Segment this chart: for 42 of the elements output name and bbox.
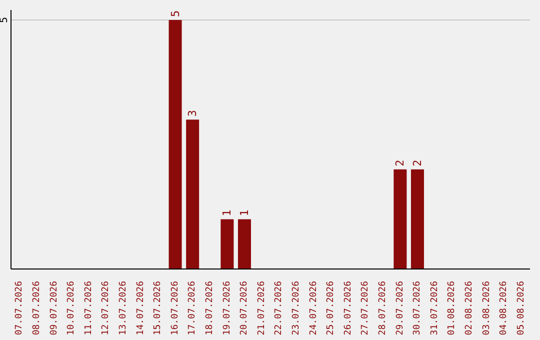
x-tick-label: 14.07.2026 [136, 281, 146, 336]
x-tick-label: 17.07.2026 [188, 281, 198, 336]
x-tick-label: 16.07.2026 [170, 281, 180, 336]
x-tick-label: 20.07.2026 [240, 281, 250, 336]
x-tick-label: 07.07.2026 [14, 281, 25, 336]
bar [186, 120, 200, 269]
x-tick-label: 18.07.2026 [204, 281, 215, 336]
x-tick-label: 01.08.2026 [447, 281, 458, 336]
x-tick-label: 22.07.2026 [274, 281, 284, 336]
x-tick-label: 11.07.2026 [84, 281, 94, 336]
x-tick-label: 09.07.2026 [49, 281, 60, 336]
data-label: 2 [394, 160, 407, 166]
x-tick-label: 24.07.2026 [308, 281, 319, 336]
data-label: 3 [186, 110, 200, 117]
x-tick-label: 04.08.2026 [499, 281, 510, 336]
x-tick-label: 30.07.2026 [412, 281, 423, 336]
x-tick-label: 08.07.2026 [32, 281, 42, 336]
bar [410, 169, 424, 269]
x-tick-label: 10.07.2026 [66, 281, 77, 336]
data-label: 2 [410, 160, 424, 166]
bar [168, 20, 182, 269]
x-tick-label: 29.07.2026 [395, 281, 406, 336]
x-tick-label: 19.07.2026 [222, 281, 232, 336]
x-tick-label: 23.07.2026 [291, 281, 302, 336]
x-tick-label: 21.07.2026 [256, 281, 267, 336]
x-tick-label: 27.07.2026 [360, 281, 371, 336]
x-tick-label: 02.08.2026 [464, 281, 474, 336]
x-tick-label: 31.07.2026 [430, 281, 440, 336]
data-label: 5 [168, 10, 182, 17]
x-tick-label: 13.07.2026 [118, 281, 128, 336]
x-tick-label: 15.07.2026 [153, 281, 164, 336]
x-tick-label: 26.07.2026 [343, 281, 354, 336]
data-label: 1 [220, 210, 234, 216]
x-tick-label: 05.08.2026 [516, 281, 526, 336]
data-label: 1 [238, 210, 251, 216]
x-tick-label: 03.08.2026 [482, 281, 492, 336]
x-tick-label: 25.07.2026 [326, 281, 336, 336]
bar [238, 219, 251, 269]
bar [220, 219, 234, 269]
x-tick-label: 12.07.2026 [101, 281, 112, 336]
bar [394, 169, 407, 269]
x-tick-label: 28.07.2026 [378, 281, 388, 336]
